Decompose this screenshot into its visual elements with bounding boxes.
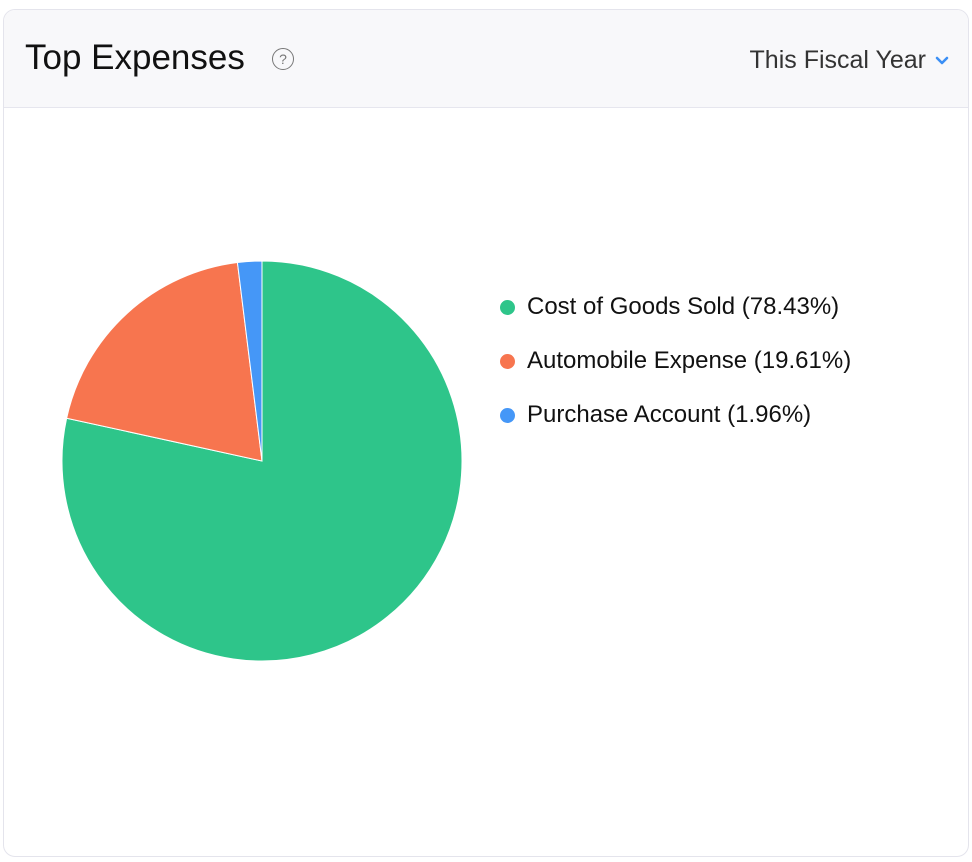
- legend-dot-icon: [500, 299, 515, 315]
- period-label: This Fiscal Year: [749, 46, 926, 74]
- pie-slice-automobile-expense[interactable]: [66, 261, 263, 462]
- legend-label: Automobile Expense (19.61%): [527, 347, 852, 374]
- chart-legend: Cost of Goods Sold (78.43%) Automobile Ex…: [500, 280, 851, 442]
- chevron-down-icon: [935, 56, 949, 64]
- legend-item[interactable]: Automobile Expense (19.61%): [500, 334, 851, 388]
- legend-label: Cost of Goods Sold (78.43%): [527, 293, 840, 320]
- question-circle-icon[interactable]: ?: [272, 48, 294, 70]
- legend-label: Purchase Account (1.96%): [527, 401, 812, 428]
- legend-dot-icon: [500, 407, 515, 423]
- pie-slice-purchase-account[interactable]: [236, 260, 263, 462]
- period-dropdown[interactable]: This Fiscal Year: [750, 46, 950, 75]
- legend-item[interactable]: Purchase Account (1.96%): [500, 388, 851, 442]
- card-title: Top Expenses: [25, 38, 245, 77]
- legend-item[interactable]: Cost of Goods Sold (78.43%): [500, 280, 851, 334]
- legend-dot-icon: [500, 353, 515, 369]
- card-header: Top Expenses ? This Fiscal Year: [4, 10, 968, 108]
